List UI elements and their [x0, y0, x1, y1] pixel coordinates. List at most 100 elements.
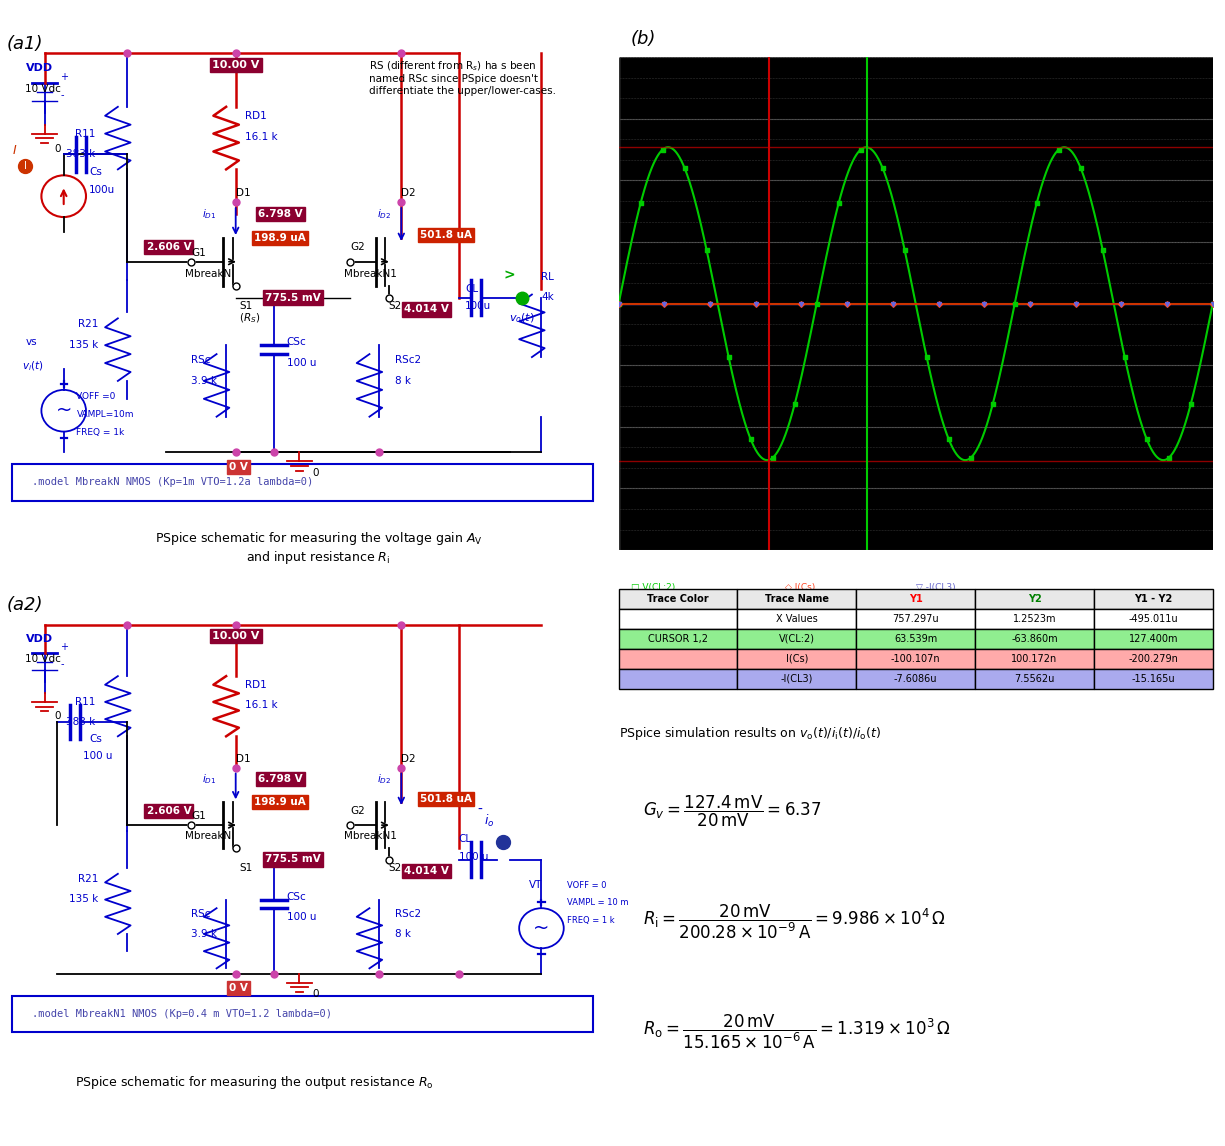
- Text: 6.798 V: 6.798 V: [258, 775, 303, 784]
- Point: [791, 295, 811, 313]
- Text: 8 k: 8 k: [394, 929, 410, 939]
- Text: 100u: 100u: [466, 301, 491, 312]
- Text: D1: D1: [235, 754, 250, 764]
- Text: 135 k: 135 k: [70, 895, 99, 904]
- Text: VDD: VDD: [26, 634, 53, 644]
- Point: [1203, 295, 1223, 313]
- Point: [609, 295, 628, 313]
- Text: R21: R21: [78, 874, 99, 885]
- Text: 775.5 mV: 775.5 mV: [265, 292, 321, 303]
- Text: 4.014 V: 4.014 V: [404, 866, 450, 876]
- Point: [609, 295, 628, 313]
- Point: [838, 295, 858, 313]
- Text: MbreakN: MbreakN: [185, 832, 232, 841]
- Text: 135 k: 135 k: [70, 340, 99, 351]
- Text: $v_i(t)$: $v_i(t)$: [22, 359, 44, 372]
- Point: [873, 159, 893, 178]
- Text: G1: G1: [191, 248, 206, 258]
- Text: S1: S1: [239, 301, 252, 312]
- Point: [960, 448, 980, 466]
- Point: [1203, 295, 1223, 313]
- Point: [719, 348, 739, 367]
- Text: S1: S1: [239, 863, 252, 873]
- Text: 10 Vdc: 10 Vdc: [26, 84, 61, 94]
- Text: 0 V: 0 V: [229, 462, 249, 472]
- Text: $(R_S)$: $(R_S)$: [239, 312, 260, 325]
- Point: [785, 395, 805, 414]
- Point: [851, 141, 871, 159]
- Text: RSc2: RSc2: [394, 355, 421, 366]
- Text: RL: RL: [541, 272, 555, 282]
- Text: ◇ I(Cs): ◇ I(Cs): [785, 582, 815, 591]
- Text: .model MbreakN1 NMOS (Kp=0.4 m VTO=1.2 lambda=0): .model MbreakN1 NMOS (Kp=0.4 m VTO=1.2 l…: [32, 1010, 332, 1019]
- Text: S2: S2: [388, 863, 402, 873]
- Point: [631, 194, 650, 212]
- Point: [701, 295, 720, 313]
- Point: [1093, 241, 1112, 259]
- Text: +: +: [60, 72, 69, 83]
- Text: 8 k: 8 k: [394, 376, 410, 386]
- Text: ~: ~: [533, 919, 550, 937]
- Text: $G_v = \dfrac{127.4\,\mathrm{mV}}{20\,\mathrm{mV}} = 6.37$: $G_v = \dfrac{127.4\,\mathrm{mV}}{20\,\m…: [643, 794, 822, 829]
- Text: MbreakN1: MbreakN1: [344, 832, 397, 841]
- Text: D1: D1: [235, 188, 250, 198]
- Text: VT: VT: [529, 880, 543, 890]
- Point: [829, 194, 849, 212]
- Text: 0: 0: [312, 469, 318, 478]
- Point: [697, 241, 717, 259]
- Point: [929, 295, 948, 313]
- Text: MbreakN: MbreakN: [185, 268, 232, 278]
- Text: FREQ = 1 k: FREQ = 1 k: [567, 916, 615, 925]
- Point: [1020, 295, 1040, 313]
- Text: CSc: CSc: [287, 337, 306, 347]
- Text: 100 u: 100 u: [458, 851, 488, 862]
- Text: 3.9 k: 3.9 k: [191, 376, 217, 386]
- Text: □ V(CL:2): □ V(CL:2): [631, 582, 675, 591]
- Text: RD1: RD1: [245, 111, 267, 120]
- Text: VOFF = 0: VOFF = 0: [567, 881, 606, 890]
- Point: [1071, 159, 1090, 178]
- Text: 198.9 uA: 198.9 uA: [255, 798, 306, 807]
- Text: R11: R11: [75, 128, 96, 139]
- Text: 16.1 k: 16.1 k: [245, 132, 278, 142]
- Text: -: -: [478, 802, 483, 817]
- Text: 100 u: 100 u: [83, 752, 113, 761]
- Text: vs: vs: [26, 337, 37, 347]
- Text: R11: R11: [75, 697, 96, 707]
- Point: [1020, 295, 1040, 313]
- Point: [741, 430, 761, 448]
- Text: 6.798 V: 6.798 V: [258, 209, 303, 219]
- Text: S2: S2: [388, 301, 402, 312]
- Text: 383 k: 383 k: [66, 149, 96, 159]
- Text: (a2): (a2): [6, 596, 43, 614]
- Point: [1111, 295, 1131, 313]
- Point: [1181, 395, 1200, 414]
- Point: [1158, 295, 1177, 313]
- FancyBboxPatch shape: [12, 996, 593, 1031]
- Text: (a1): (a1): [6, 36, 43, 54]
- Point: [1203, 295, 1223, 313]
- Text: $i_o$: $i_o$: [484, 814, 495, 830]
- Point: [1004, 295, 1024, 313]
- Point: [883, 295, 903, 313]
- Point: [929, 295, 948, 313]
- Text: 775.5 mV: 775.5 mV: [265, 855, 321, 864]
- Text: $i_{D1}$: $i_{D1}$: [202, 772, 217, 786]
- Point: [1115, 348, 1134, 367]
- Text: RD1: RD1: [245, 680, 267, 690]
- Text: $i_{D2}$: $i_{D2}$: [377, 207, 392, 221]
- Point: [609, 295, 628, 313]
- Text: >: >: [503, 268, 514, 283]
- Point: [1066, 295, 1085, 313]
- Text: 198.9 uA: 198.9 uA: [255, 233, 306, 243]
- Point: [791, 295, 811, 313]
- Text: 100 u: 100 u: [287, 912, 316, 921]
- Text: 10.00 V: 10.00 V: [212, 60, 260, 70]
- Text: 100u: 100u: [89, 186, 115, 195]
- Text: PSpice simulation results on $v_\mathrm{o}(t)/i_\mathrm{i}(t)/i_\mathrm{o}(t)$: PSpice simulation results on $v_\mathrm{…: [619, 725, 881, 741]
- Text: 501.8 uA: 501.8 uA: [420, 794, 472, 804]
- Text: VAMPL=10m: VAMPL=10m: [76, 409, 134, 418]
- Point: [1159, 448, 1178, 466]
- Point: [675, 159, 695, 178]
- Text: Cs: Cs: [89, 167, 102, 178]
